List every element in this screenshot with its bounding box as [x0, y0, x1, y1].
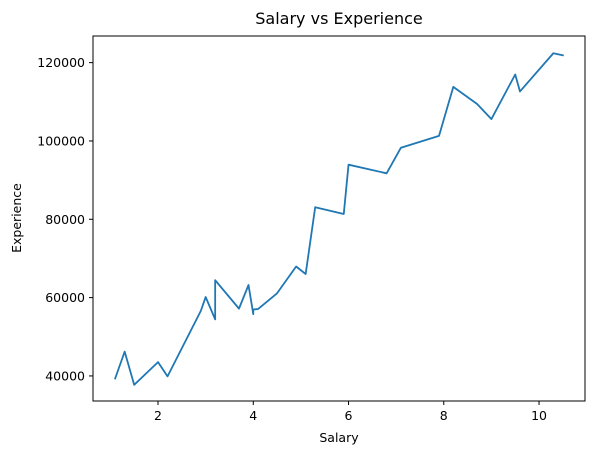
x-tick-label: 4: [249, 408, 257, 423]
x-tick-label: 2: [154, 408, 162, 423]
x-axis-label: Salary: [319, 430, 359, 445]
y-tick-label: 120000: [37, 55, 85, 70]
x-tick-label: 8: [440, 408, 448, 423]
y-axis-label: Experience: [9, 183, 24, 253]
y-tick-label: 40000: [45, 368, 85, 383]
x-tick-label: 6: [345, 408, 353, 423]
y-tick-label: 60000: [45, 290, 85, 305]
chart-title: Salary vs Experience: [255, 9, 422, 28]
y-tick-label: 80000: [45, 212, 85, 227]
y-tick-label: 100000: [37, 133, 85, 148]
x-tick-label: 10: [531, 408, 547, 423]
